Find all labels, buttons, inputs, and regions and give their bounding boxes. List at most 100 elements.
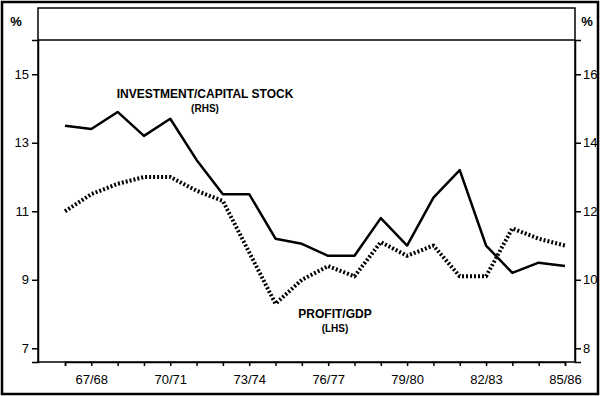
y2-tick: 10 (575, 272, 597, 287)
x-tick-label: 76/77 (312, 372, 345, 387)
x-tick (197, 362, 198, 366)
x-tick (433, 362, 434, 366)
y2-tick-label: 14 (583, 135, 597, 150)
x-tick (512, 362, 513, 366)
y-tick-mark (32, 348, 38, 350)
y2-tick: 12 (575, 204, 597, 219)
frame-box (38, 8, 575, 362)
x-tick: 82/83 (470, 362, 503, 387)
outer-border (2, 2, 598, 394)
x-tick-mark (249, 362, 251, 366)
x-tick (460, 362, 461, 366)
y-tick-mark (32, 74, 38, 76)
x-tick-mark (407, 362, 409, 366)
y-tick: 7 (22, 341, 38, 356)
x-tick (118, 362, 119, 366)
y-tick-label: 9 (22, 272, 29, 287)
x-axis: 67/68 70/71 73/74 76/77 79/80 82/83 85/86 (66, 362, 582, 387)
y-axis: 7 9 11 13 15 (15, 41, 39, 363)
y-tick: 9 (22, 272, 38, 287)
y2-axis-line (576, 41, 582, 363)
series-line (65, 177, 565, 304)
plot-frame (38, 8, 575, 362)
x-tick: 79/80 (391, 362, 424, 387)
y-tick-mark (32, 280, 38, 282)
x-tick-mark (170, 362, 172, 366)
x-tick-mark (91, 362, 93, 366)
x-tick (381, 362, 382, 366)
x-tick-mark (328, 362, 330, 366)
series-label-line: (RHS) (191, 103, 219, 114)
y-tick-label: 11 (16, 204, 30, 219)
x-tick: 85/86 (549, 362, 582, 387)
y2-tick-mark (575, 143, 581, 145)
x-tick-mark (117, 362, 119, 366)
x-tick-mark (486, 362, 488, 366)
x-tick-label: 85/86 (549, 372, 582, 387)
x-tick: 67/68 (76, 362, 109, 387)
y2-tick-mark (575, 211, 581, 213)
y2-tick-label: 10 (583, 272, 597, 287)
x-tick-label: 67/68 (76, 372, 109, 387)
y-axis-line (32, 41, 39, 363)
x-tick: 76/77 (312, 362, 345, 387)
y2-tick-label: 12 (583, 204, 597, 219)
series-label: INVESTMENT/CAPITAL STOCK (RHS) (117, 87, 294, 114)
x-tick: 70/71 (154, 362, 187, 387)
y2-tick-mark (575, 280, 581, 282)
x-tick-mark (459, 362, 461, 366)
chart-svg: 7 9 11 13 15 8 10 12 14 16 67/68 70/71 73/74 76/77 79/… (0, 0, 600, 396)
x-tick-mark (302, 362, 304, 366)
y2-tick: 16 (575, 67, 597, 82)
chart-container: 7 9 11 13 15 8 10 12 14 16 67/68 70/71 73/74 76/77 79/… (0, 0, 600, 396)
series-line (65, 112, 565, 273)
y-tick-label: 7 (22, 341, 29, 356)
y-axis-unit: % (10, 14, 22, 29)
y2-tick-mark (575, 74, 581, 76)
x-tick-mark (381, 362, 383, 366)
y-tick: 11 (16, 204, 39, 219)
y-tick-label: 13 (15, 135, 29, 150)
x-tick (223, 362, 224, 366)
series-label-line: (LHS) (322, 323, 349, 334)
range-top-line (38, 39, 575, 41)
x-tick-mark (565, 362, 567, 366)
x-axis-line (66, 363, 566, 367)
series-label-line: PROFIT/GDP (298, 307, 371, 321)
x-tick: 73/74 (233, 362, 266, 387)
x-tick-mark (538, 362, 540, 366)
x-tick (276, 362, 277, 366)
series-label: PROFIT/GDP (LHS) (298, 307, 371, 334)
x-tick (65, 362, 66, 366)
x-tick (354, 362, 355, 366)
x-tick-mark (65, 362, 67, 366)
y2-axis-unit: % (581, 14, 593, 29)
x-tick-label: 70/71 (154, 372, 187, 387)
x-tick-mark (223, 362, 225, 366)
y2-tick-label: 16 (583, 67, 597, 82)
y2-tick-label: 8 (583, 341, 590, 356)
x-tick (302, 362, 303, 366)
plot-area (65, 112, 565, 304)
x-tick-mark (433, 362, 435, 366)
y-tick-mark (32, 143, 38, 145)
y2-axis: 8 10 12 14 16 (575, 41, 597, 363)
y-tick-label: 15 (15, 67, 29, 82)
x-tick (144, 362, 145, 366)
x-tick-label: 79/80 (391, 372, 424, 387)
x-tick-mark (196, 362, 198, 366)
series-label-line: INVESTMENT/CAPITAL STOCK (117, 87, 294, 101)
y2-tick-mark (575, 348, 581, 350)
x-tick-mark (275, 362, 277, 366)
y-tick-mark (32, 211, 38, 213)
x-tick-mark (512, 362, 514, 366)
x-tick-label: 82/83 (470, 372, 503, 387)
y-tick: 13 (15, 135, 38, 150)
y2-tick: 14 (575, 135, 597, 150)
y2-tick: 8 (575, 341, 590, 356)
y-tick: 15 (15, 67, 38, 82)
x-tick-label: 73/74 (233, 372, 266, 387)
x-tick (539, 362, 540, 366)
x-tick-mark (354, 362, 356, 366)
x-tick-mark (144, 362, 146, 366)
